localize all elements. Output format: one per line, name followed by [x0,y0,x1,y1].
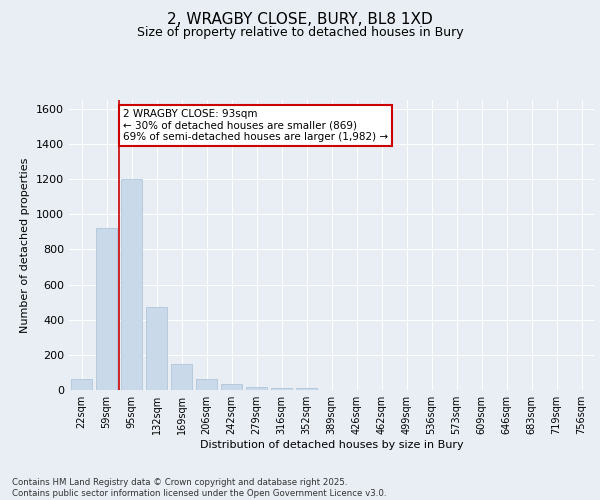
Bar [146,308,167,390]
Bar [71,380,92,390]
Bar [296,388,317,390]
Y-axis label: Number of detached properties: Number of detached properties [20,158,31,332]
Bar [121,179,142,390]
Bar [246,388,267,390]
Bar [271,388,292,390]
Text: Size of property relative to detached houses in Bury: Size of property relative to detached ho… [137,26,463,39]
X-axis label: Distribution of detached houses by size in Bury: Distribution of detached houses by size … [200,440,463,450]
Bar [221,384,242,390]
Text: 2 WRAGBY CLOSE: 93sqm
← 30% of detached houses are smaller (869)
69% of semi-det: 2 WRAGBY CLOSE: 93sqm ← 30% of detached … [123,109,388,142]
Bar [196,380,217,390]
Bar [171,364,192,390]
Text: 2, WRAGBY CLOSE, BURY, BL8 1XD: 2, WRAGBY CLOSE, BURY, BL8 1XD [167,12,433,28]
Bar [96,228,117,390]
Text: Contains HM Land Registry data © Crown copyright and database right 2025.
Contai: Contains HM Land Registry data © Crown c… [12,478,386,498]
